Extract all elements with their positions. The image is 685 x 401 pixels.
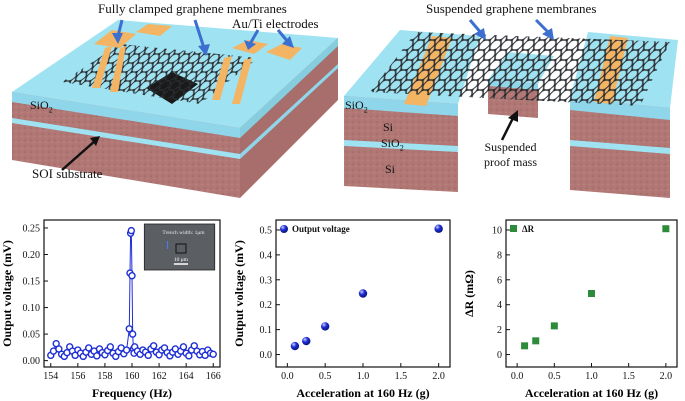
y-tick-label: 0.00 <box>23 356 41 367</box>
x-axis-label: Acceleration at 160 Hz (g) <box>525 386 658 400</box>
suspended-membranes-label: Suspended graphene membranes <box>426 1 597 16</box>
electrodes-label: Au/Ti electrodes <box>232 16 319 31</box>
y-tick-label: 0.20 <box>23 250 41 261</box>
data-point <box>320 322 330 331</box>
y-tick-label: 0.25 <box>23 223 41 234</box>
data-point <box>358 289 368 298</box>
data-point <box>521 342 529 350</box>
si-upper-label: Si <box>383 120 394 134</box>
y-tick-label: 0.10 <box>23 303 41 314</box>
voltage-vs-acceleration-chart: 0.0 0.5 1.0 1.5 2.0 0.0 0.1 0.2 0.3 0.4 0.5 Acceler… <box>232 219 451 400</box>
data-point <box>93 352 101 360</box>
legend-label: Output voltage <box>292 224 350 234</box>
data-point <box>128 272 136 280</box>
x-tick-label: 158 <box>97 371 112 382</box>
graphene-sheet-right <box>370 32 670 106</box>
y-tick-label: 0.4 <box>260 250 273 261</box>
fully-clamped-label: Fully clamped graphene membranes <box>98 1 287 16</box>
data-point <box>149 342 158 350</box>
y-tick-label: 0.5 <box>260 225 273 236</box>
x-tick-label: 166 <box>206 371 221 382</box>
x-tick-label: 164 <box>179 371 194 382</box>
inset-micrograph <box>143 223 216 271</box>
data-point <box>127 226 136 235</box>
data-point <box>588 290 595 297</box>
x-tick-label: 1.5 <box>622 371 635 382</box>
inset-trench <box>175 243 187 254</box>
x-tick-label: 2.0 <box>432 371 445 382</box>
data-point <box>209 350 217 358</box>
y-tick-label: 6 <box>497 275 502 286</box>
y-tick-label: 0.15 <box>23 277 41 288</box>
y-axis-label: Output voltage (mV) <box>0 240 14 347</box>
inset-label: Trench width: 1μm <box>162 230 205 236</box>
substrate-front-face <box>12 92 240 198</box>
y-tick-label: 4 <box>497 300 502 311</box>
x-tick-label: 0.0 <box>281 371 294 382</box>
legend-label: ΔR <box>522 224 535 234</box>
y-tick-label: 0.05 <box>23 330 41 341</box>
clamped-membrane-diagram <box>12 19 338 198</box>
legend-marker <box>510 225 517 232</box>
x-axis-label: Frequency (Hz) <box>92 386 172 400</box>
sio2-top-label: SiO2 <box>345 98 368 115</box>
substrate-right-face <box>240 38 338 198</box>
inset-scale-label: 10 μm <box>174 257 189 263</box>
soi-substrate-label: SOI substrate <box>32 166 103 181</box>
si-lower-label: Si <box>385 162 396 176</box>
y-axis-label: Output voltage (mV) <box>232 240 246 347</box>
x-axis-label: Acceleration at 160 Hz (g) <box>296 386 429 400</box>
y-tick-label: 2 <box>497 325 502 336</box>
data-point <box>128 330 137 338</box>
electrode-left <box>92 24 172 92</box>
data-point <box>144 351 152 360</box>
x-tick-label: 0.5 <box>548 371 561 382</box>
y-tick-label: 10 <box>492 225 502 236</box>
sio2-front-layer <box>12 92 240 138</box>
x-tick-label: 156 <box>70 371 85 382</box>
data-point <box>302 336 311 346</box>
data-point <box>84 344 93 352</box>
resistance-vs-acceleration-chart: 0.0 0.5 1.0 1.5 2.0 0 2 4 6 8 10 Acceleration at 16… <box>462 219 678 400</box>
y-tick-label: 0.1 <box>260 325 273 336</box>
y-tick-label: 0.2 <box>260 300 273 311</box>
data-point <box>185 352 193 360</box>
suspended-membrane-diagram <box>344 18 678 198</box>
x-tick-label: 2.0 <box>660 371 673 382</box>
x-tick-label: 160 <box>125 371 140 382</box>
y-axis-label: ΔR (mΩ) <box>462 270 476 317</box>
data-point <box>550 322 558 330</box>
data-point <box>662 225 670 233</box>
sio2-label: SiO2 <box>30 98 53 115</box>
x-tick-label: 0.0 <box>511 371 524 382</box>
y-tick-label: 0.0 <box>260 350 273 361</box>
data-point <box>179 343 188 351</box>
proof-mass-label: Suspended proof mass <box>484 140 537 169</box>
x-tick-label: 1.0 <box>357 371 370 382</box>
x-tick-label: 1.5 <box>395 371 408 382</box>
y-tick-label: 8 <box>497 250 502 261</box>
data-point <box>106 343 115 351</box>
x-tick-label: 154 <box>43 371 58 382</box>
data-point <box>290 341 300 351</box>
x-tick-label: 1.0 <box>585 371 598 382</box>
x-tick-label: 162 <box>152 371 167 382</box>
y-tick-label: 0 <box>497 350 502 361</box>
sio2-mid-label: SiO2 <box>381 136 404 153</box>
box-layer <box>12 118 240 159</box>
data-point <box>122 346 131 354</box>
data-point <box>434 224 443 233</box>
data-point <box>532 337 540 345</box>
legend-marker <box>280 225 288 233</box>
x-tick-label: 0.5 <box>319 371 332 382</box>
y-tick-label: 0.3 <box>260 275 273 286</box>
data-point <box>125 325 133 333</box>
frequency-response-chart: 154 156 158 160 162 164 166 0.00 0.05 0.10 0.15 0.2… <box>0 219 221 400</box>
